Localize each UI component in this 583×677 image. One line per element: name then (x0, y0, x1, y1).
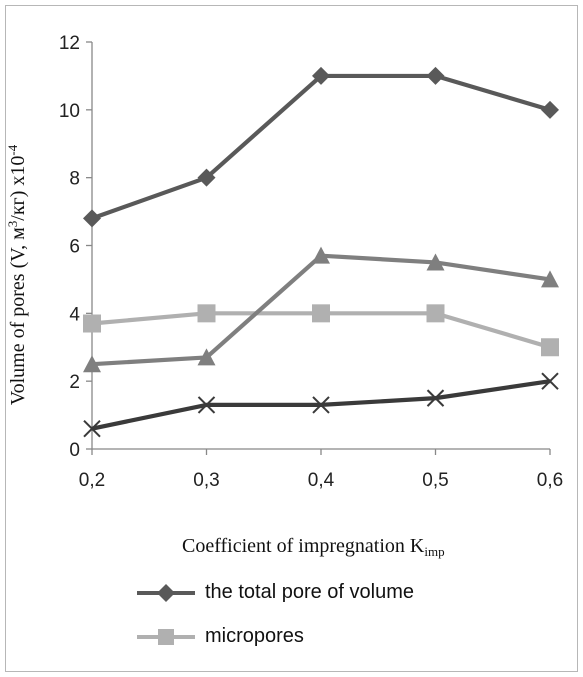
x-tick-label: 0,3 (193, 470, 219, 491)
data-point-x-stroke (197, 396, 216, 414)
data-point-x (197, 396, 216, 414)
data-point-x-stroke (426, 389, 445, 407)
data-point-diamond (83, 209, 101, 228)
series-layer (83, 66, 559, 438)
x-tick-label: 0,4 (308, 470, 335, 491)
data-point-square (83, 314, 101, 333)
y-axis-label: Volume of pores (V, м3/кг) x10-4 (5, 144, 30, 405)
data-point-square (197, 304, 216, 323)
series-square (83, 304, 559, 357)
data-point-triangle (426, 253, 445, 271)
y-tick-label: 2 (69, 372, 80, 393)
y-tick-label: 6 (69, 237, 80, 258)
data-point-diamond (197, 168, 216, 187)
data-point-x-stroke (541, 372, 559, 390)
chart-frame (5, 5, 578, 672)
x-tick-label: 0,6 (537, 470, 563, 491)
x-tick-label: 0,2 (79, 470, 105, 491)
x-axis-label-sub: imp (424, 544, 445, 559)
y-axis-label-sup2: -4 (5, 144, 20, 155)
series-triangle (83, 246, 559, 373)
series-x (83, 372, 559, 438)
legend-label-micropores: micropores (205, 625, 304, 647)
x-tick-label: 0,5 (422, 470, 448, 491)
data-point-x-stroke (83, 419, 101, 438)
line-chart: 0 2 4 6 8 10 12 0,2 0,3 0,4 0,5 0,6 Volume of pores… (5, 33, 564, 491)
data-point-x-stroke (312, 396, 330, 414)
legend-label-total: the total pore of volume (205, 581, 415, 603)
data-point-x (312, 396, 330, 414)
y-tick-label: 0 (69, 440, 80, 461)
y-tick-label: 4 (69, 304, 80, 325)
legend-swatch-diamond (137, 584, 195, 602)
y-axis-label-sup1: 3 (5, 221, 20, 228)
y-tick-label: 10 (59, 101, 80, 122)
data-point-triangle (197, 348, 216, 366)
data-point-square (426, 304, 445, 323)
data-point-x (426, 389, 445, 407)
svg-text:Volume of pores (V, м3/кг) x1: Volume of pores (V, м3/кг) x10-4 (5, 144, 30, 405)
series-line (91, 73, 551, 221)
data-point-triangle (541, 270, 559, 288)
data-point-diamond (312, 66, 330, 85)
y-tick-label: 12 (59, 33, 80, 54)
x-axis-label-main: Coefficient of impregnation K (182, 535, 425, 557)
x-axis-label: Coefficient of impregnation Kimp (182, 535, 445, 560)
series-diamond (83, 66, 559, 228)
data-point-diamond (541, 100, 559, 119)
y-axis-label-main: Volume of pores (V, м (7, 227, 29, 405)
data-point-x (541, 372, 559, 390)
legend-swatch-square (137, 629, 195, 645)
data-point-triangle (83, 355, 101, 373)
data-point-square (312, 304, 330, 323)
y-axis-label-mid: /кг) x10 (7, 156, 29, 221)
data-point-square (541, 338, 559, 357)
data-point-diamond (426, 66, 445, 85)
y-tick-label: 8 (69, 169, 80, 190)
axes: 0 2 4 6 8 10 12 0,2 0,3 0,4 0,5 0,6 (59, 33, 563, 491)
data-point-x (83, 419, 101, 438)
data-point-triangle (312, 246, 330, 264)
